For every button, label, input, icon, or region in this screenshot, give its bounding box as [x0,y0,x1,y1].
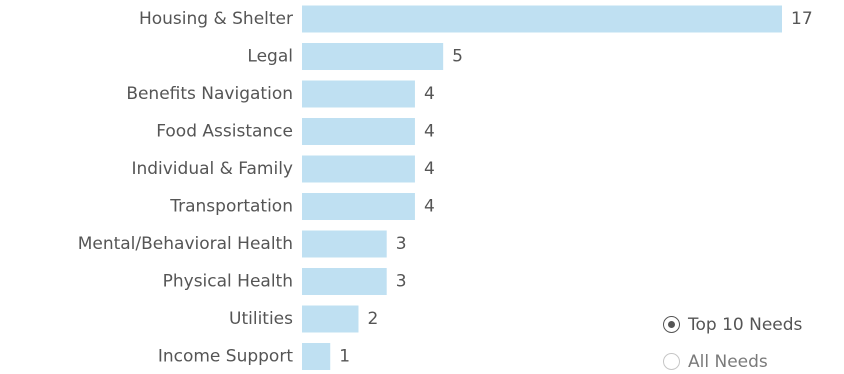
value-label: 4 [424,122,435,142]
category-label: Transportation [169,197,293,217]
category-label: Food Assistance [156,122,293,142]
category-label: Legal [247,47,293,67]
radio-label-top-10-needs: Top 10 Needs [688,314,803,335]
bar[interactable] [302,118,415,145]
bar[interactable] [302,305,359,333]
bar[interactable] [302,193,415,220]
category-label: Utilities [229,309,293,329]
bar[interactable] [302,343,331,370]
value-label: 17 [791,9,813,29]
bar[interactable] [302,43,444,70]
bar[interactable] [302,80,415,108]
radio-unchecked-icon[interactable] [663,353,680,370]
value-label: 3 [396,234,407,254]
value-label: 1 [339,347,350,367]
radio-dot-icon [668,321,675,328]
category-label: Individual & Family [131,159,293,179]
category-label: Mental/Behavioral Health [78,234,293,254]
bar[interactable] [302,230,387,258]
category-label: Benefits Navigation [126,84,293,104]
bar[interactable] [302,5,782,33]
category-label: Physical Health [163,272,293,292]
radio-label-all-needs: All Needs [688,351,768,372]
category-label: Income Support [158,347,293,367]
radio-checked-icon[interactable] [663,316,680,333]
value-label: 2 [367,309,378,329]
radio-option-top-10-needs[interactable]: Top 10 Needs [663,306,839,343]
value-label: 4 [424,197,435,217]
radio-option-all-needs[interactable]: All Needs [663,343,839,374]
value-label: 3 [396,272,407,292]
needs-filter: Top 10 Needs All Needs [663,306,839,374]
value-label: 4 [424,84,435,104]
bar[interactable] [302,268,387,295]
value-label: 4 [424,159,435,179]
category-label: Housing & Shelter [139,9,293,29]
bar[interactable] [302,155,415,183]
value-label: 5 [452,47,463,67]
